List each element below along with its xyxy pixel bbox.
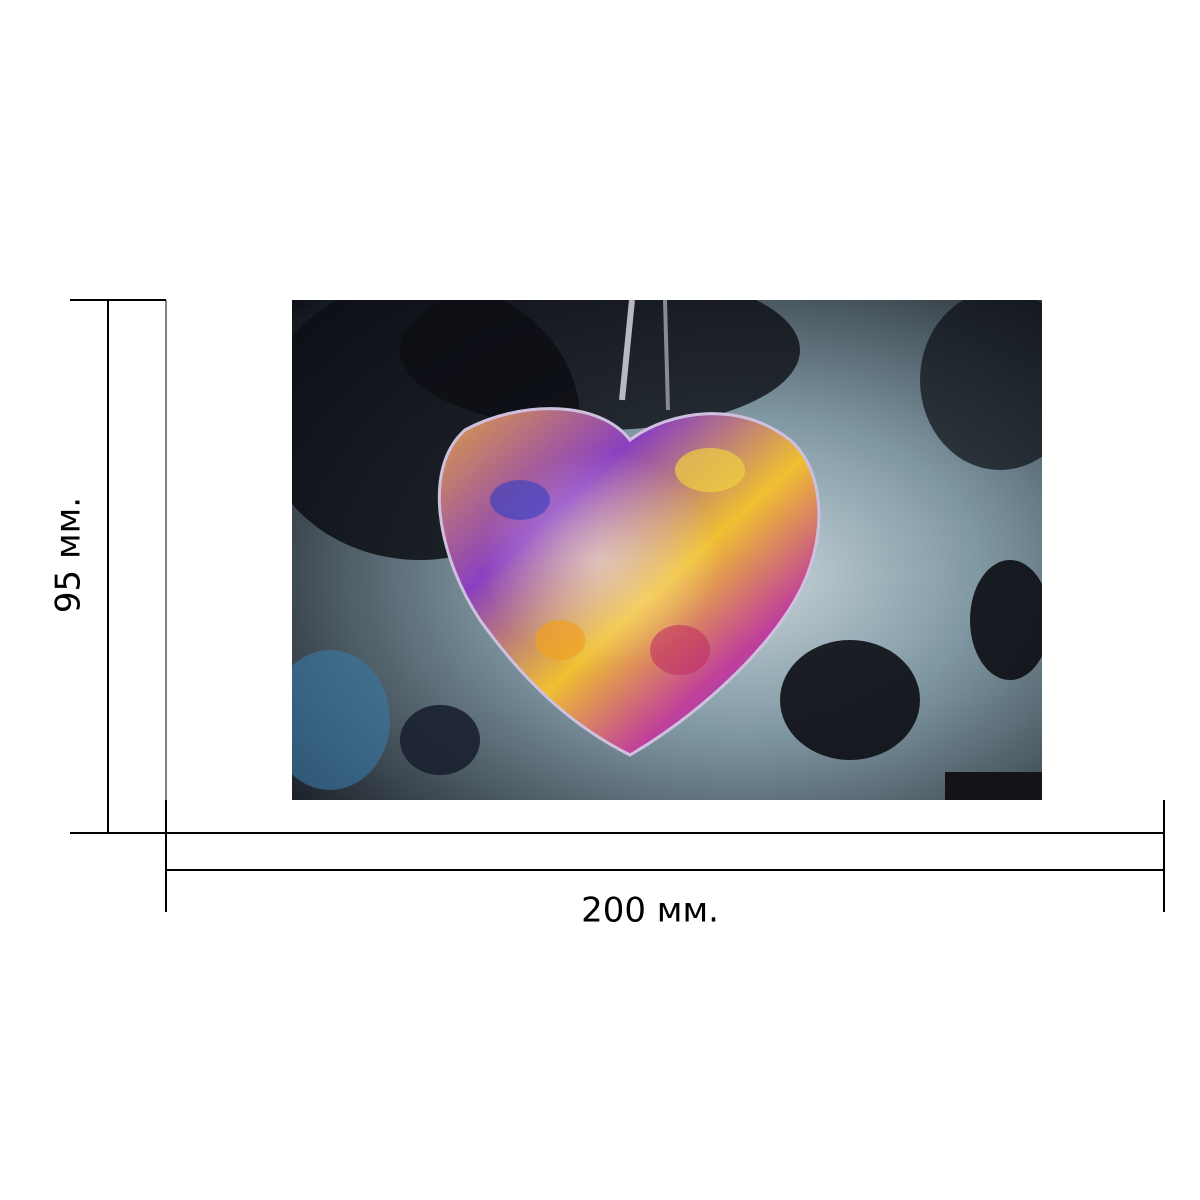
- height-label: 95 мм.: [49, 497, 89, 613]
- width-dimension: 200 мм.: [165, 800, 1165, 931]
- height-dimension: 95 мм.: [49, 299, 167, 834]
- product-photo: [292, 300, 1042, 800]
- width-label: 200 мм.: [581, 891, 719, 931]
